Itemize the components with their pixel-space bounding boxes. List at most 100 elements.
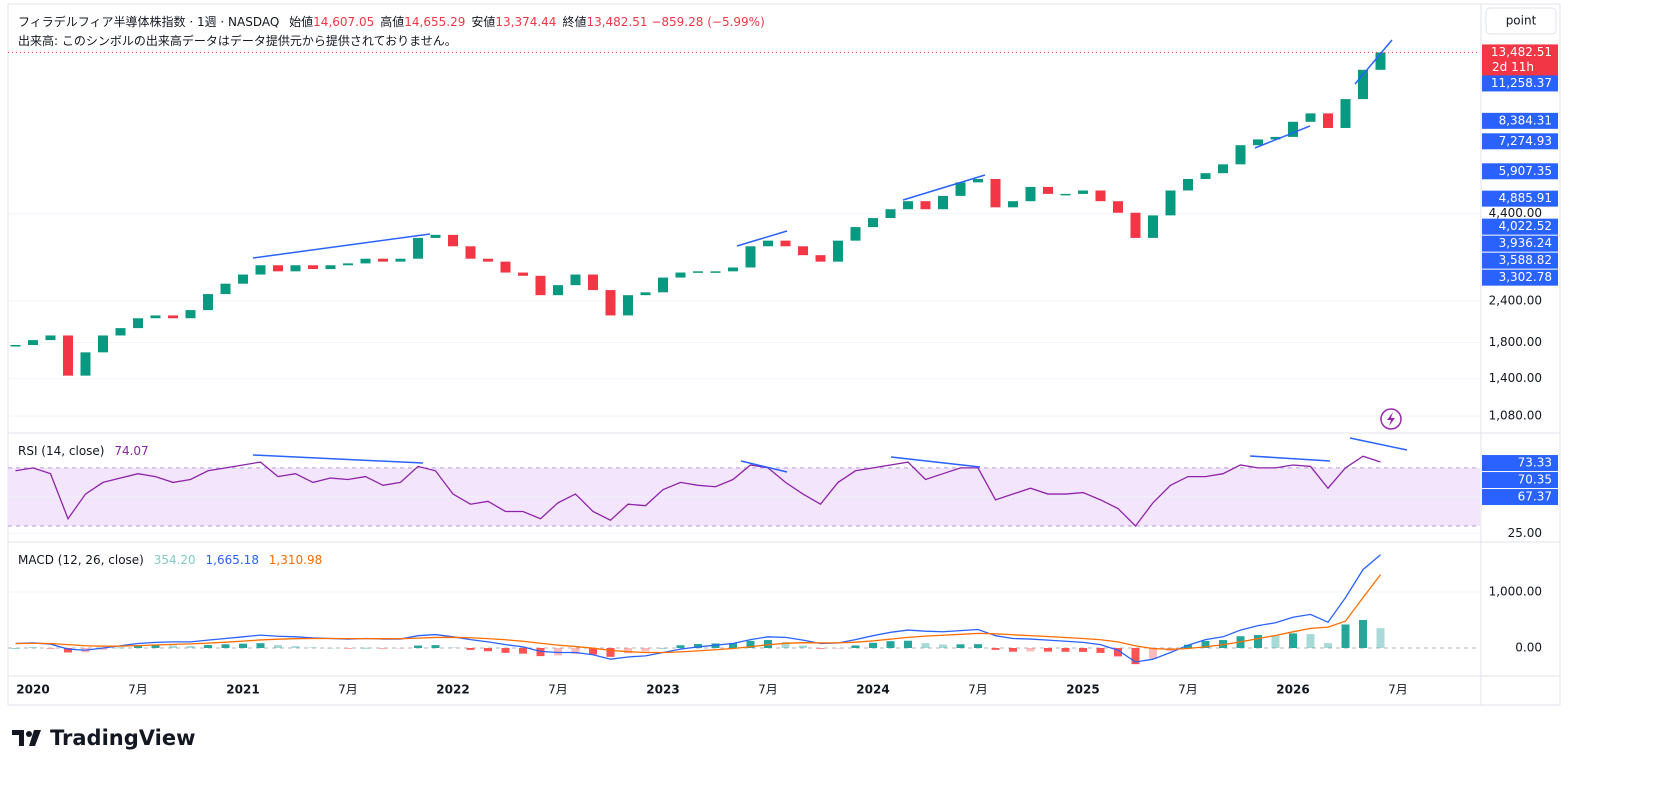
macd-legend: MACD (12, 26, close) 354.20 1,665.18 1,3… bbox=[18, 553, 322, 567]
alert-bolt[interactable] bbox=[1387, 412, 1395, 426]
histogram-bar bbox=[466, 648, 475, 650]
candle bbox=[938, 195, 948, 210]
histogram-bar bbox=[904, 640, 912, 648]
level-label: 3,936.24 bbox=[1499, 236, 1552, 250]
last-price-label: 13,482.51 bbox=[1491, 45, 1552, 59]
brand-name: TradingView bbox=[50, 726, 195, 750]
x-tick-label: 7月 bbox=[758, 683, 778, 697]
candle bbox=[1025, 186, 1036, 202]
rsi-legend: RSI (14, close) 74.07 bbox=[18, 444, 149, 458]
histogram-bar bbox=[1254, 635, 1262, 648]
x-tick-label: 7月 bbox=[128, 683, 148, 697]
candle bbox=[833, 240, 843, 262]
point-button[interactable]: point bbox=[1485, 7, 1557, 35]
candle bbox=[588, 274, 598, 291]
x-tick-label: 7月 bbox=[968, 683, 988, 697]
macd-title: MACD (12, 26, close) bbox=[18, 553, 144, 567]
brand-logo: TradingView bbox=[12, 726, 195, 750]
histogram-bar bbox=[134, 645, 142, 648]
candle bbox=[168, 315, 178, 319]
candle bbox=[990, 178, 1001, 208]
histogram-bar bbox=[1114, 648, 1122, 657]
candle bbox=[1165, 190, 1176, 216]
candle bbox=[500, 261, 511, 273]
candle bbox=[255, 265, 266, 275]
candle bbox=[605, 290, 616, 316]
signal-value: 1,310.98 bbox=[268, 553, 323, 567]
histogram-bar bbox=[379, 648, 387, 649]
candle bbox=[150, 315, 161, 319]
histogram-bar bbox=[414, 645, 422, 648]
candle bbox=[430, 234, 441, 238]
candle bbox=[1183, 178, 1193, 191]
histogram-bar bbox=[799, 645, 807, 648]
histogram-bar bbox=[1026, 648, 1035, 652]
histogram-bar bbox=[694, 644, 702, 648]
histogram-bar bbox=[1324, 643, 1332, 648]
candle bbox=[553, 285, 563, 296]
candle bbox=[1078, 190, 1088, 194]
candle bbox=[1200, 173, 1211, 179]
histogram-bar bbox=[624, 648, 632, 654]
candle bbox=[780, 240, 791, 247]
histogram-bar bbox=[309, 647, 317, 648]
level-badge bbox=[1482, 163, 1558, 180]
histogram-bar bbox=[1341, 624, 1350, 648]
time-axis: 2020 7月 2021 7月 2022 7月 2023 7月 2024 7月 2025 7月 2026… bbox=[16, 683, 1408, 697]
rsi-title: RSI (14, close) bbox=[18, 444, 105, 458]
level-label: 11,258.37 bbox=[1491, 76, 1552, 90]
candle bbox=[343, 263, 353, 266]
candle bbox=[1305, 113, 1316, 122]
button-label[interactable]: point bbox=[1506, 14, 1537, 28]
histogram-bar bbox=[291, 646, 300, 648]
level-badge bbox=[1482, 472, 1558, 489]
histogram-bar bbox=[99, 648, 107, 650]
candle bbox=[623, 295, 633, 316]
histogram-bar bbox=[886, 641, 895, 648]
frame-border bbox=[7, 3, 1561, 706]
histogram-bar bbox=[554, 648, 562, 656]
histogram-bar bbox=[729, 643, 737, 648]
trend-line bbox=[890, 456, 981, 468]
price-pane: 1,080.00 1,400.00 1,800.00 2,400.00 4,400.00… bbox=[8, 44, 1558, 423]
level-badge bbox=[1482, 75, 1558, 92]
candle bbox=[465, 246, 476, 259]
histogram-bar bbox=[169, 645, 177, 648]
candle bbox=[133, 318, 143, 329]
level-badge bbox=[1482, 190, 1558, 207]
candle bbox=[1323, 113, 1333, 128]
candle bbox=[640, 292, 651, 296]
level-badge bbox=[1482, 112, 1558, 129]
ohlc-value: 14,607.05 bbox=[313, 15, 375, 29]
candle bbox=[1148, 215, 1158, 238]
candle bbox=[1288, 121, 1298, 137]
y-tick-label: 1,800.00 bbox=[1489, 335, 1542, 349]
histogram-bar bbox=[939, 644, 947, 648]
candle bbox=[483, 258, 493, 262]
candle bbox=[763, 240, 773, 247]
histogram-bar bbox=[1289, 633, 1297, 648]
level-badge bbox=[1482, 235, 1558, 252]
histogram-bar bbox=[1184, 644, 1192, 648]
candle bbox=[290, 265, 301, 272]
candle bbox=[745, 246, 756, 268]
histogram-bar bbox=[956, 644, 965, 648]
y-tick-label: 1,080.00 bbox=[1489, 409, 1542, 423]
candle bbox=[360, 258, 371, 264]
candle bbox=[273, 265, 283, 272]
button-box[interactable] bbox=[1485, 7, 1557, 35]
candle bbox=[1095, 190, 1106, 202]
alert-icon[interactable] bbox=[1380, 408, 1402, 430]
histogram-bar bbox=[361, 647, 370, 649]
histogram-bar bbox=[256, 643, 265, 648]
candle bbox=[98, 335, 108, 353]
level-badge bbox=[1482, 269, 1558, 286]
histogram-bar bbox=[501, 648, 510, 653]
level-label: 70.35 bbox=[1518, 473, 1552, 487]
candle bbox=[798, 246, 808, 256]
level-label: 3,302.78 bbox=[1499, 270, 1552, 284]
ohlc-label: 終値 bbox=[562, 15, 587, 29]
level-badge bbox=[1482, 133, 1558, 150]
